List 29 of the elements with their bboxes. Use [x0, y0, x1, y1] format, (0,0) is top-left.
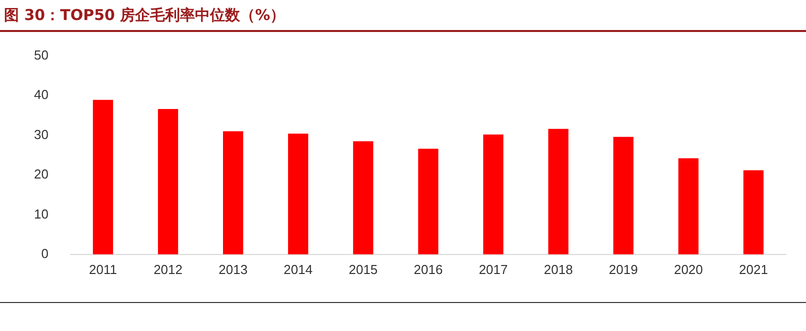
bar	[92, 100, 114, 254]
y-tick-label: 40	[34, 87, 48, 102]
y-tick-label: 50	[34, 47, 48, 62]
bar	[288, 134, 308, 254]
chart-title: 图 30：TOP50 房企毛利率中位数（%）	[4, 6, 286, 25]
bar	[678, 158, 699, 254]
x-tick-label: 2016	[414, 262, 443, 277]
x-tick-label: 2019	[608, 262, 638, 277]
bar	[613, 136, 634, 254]
x-tick-label: 2015	[348, 262, 378, 277]
y-tick-label: 10	[34, 206, 48, 222]
bar	[158, 109, 178, 254]
bar	[223, 131, 244, 254]
bar	[548, 128, 568, 254]
x-tick-label: 2011	[89, 262, 117, 277]
x-tick-label: 2017	[478, 262, 508, 277]
x-tick-label: 2020	[674, 262, 703, 277]
x-tick-label: 2013	[218, 262, 248, 277]
y-tick-label: 20	[34, 166, 48, 182]
bar	[418, 148, 438, 254]
bar	[353, 141, 374, 254]
bar	[743, 170, 764, 254]
x-tick-label: 2018	[544, 262, 573, 277]
x-tick-label: 2014	[284, 262, 313, 277]
x-tick-label: 2021	[739, 262, 768, 277]
x-tick-label: 2012	[154, 262, 182, 277]
y-tick-label: 30	[34, 126, 48, 142]
y-tick-label: 0	[41, 246, 48, 261]
bar	[483, 134, 504, 254]
